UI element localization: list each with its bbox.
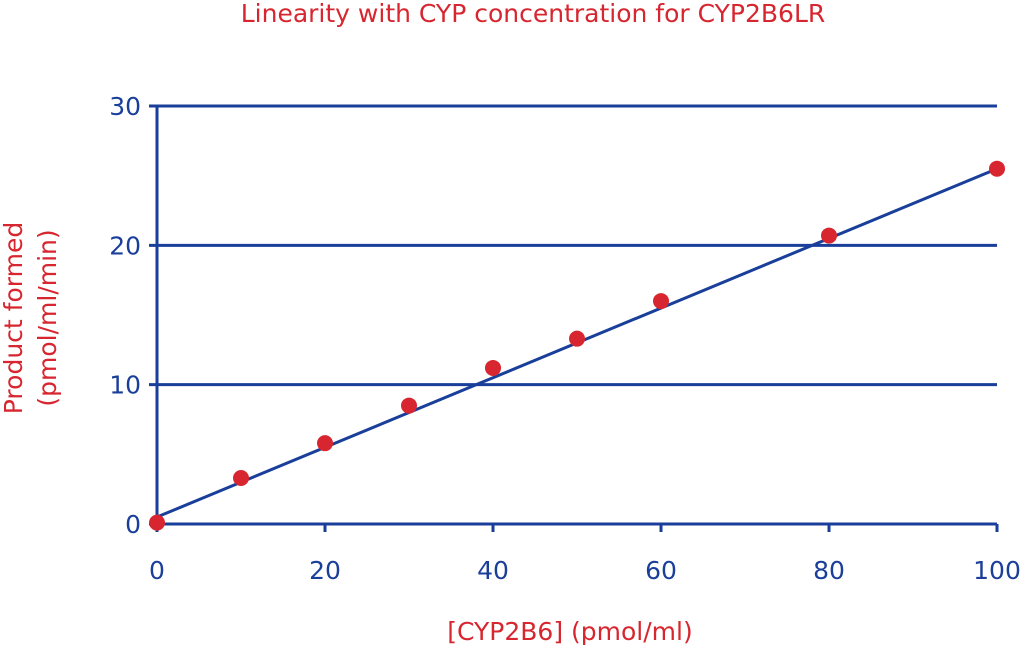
data-point [485, 359, 501, 376]
y-tick-label: 30 [109, 92, 141, 121]
grid [149, 104, 997, 387]
x-tick-label: 0 [149, 556, 165, 585]
y-tick-label: 10 [109, 371, 141, 400]
data-points [149, 160, 1005, 531]
data-point [989, 160, 1005, 177]
x-tick-label: 40 [477, 556, 509, 585]
chart-title: Linearity with CYP concentration for CYP… [241, 0, 826, 28]
data-point [401, 397, 417, 414]
x-tick-label: 20 [309, 556, 341, 585]
y-axis-label-line1: Product formed [0, 222, 28, 414]
y-axis-label-line2: (pmol/ml/min) [33, 229, 62, 406]
x-tick-label: 80 [813, 556, 845, 585]
data-point [233, 470, 249, 487]
y-tick-label: 20 [109, 231, 141, 260]
x-tick-label: 100 [973, 556, 1021, 585]
x-tick-labels: 0 20 40 60 80 100 [149, 556, 1021, 585]
y-tick-labels: 0 10 20 30 [109, 92, 141, 539]
data-point [653, 293, 669, 310]
x-tick-label: 60 [645, 556, 677, 585]
x-axis-label: [CYP2B6] (pmol/ml) [447, 617, 692, 646]
data-point [821, 227, 837, 244]
data-point [149, 514, 165, 531]
data-point [317, 435, 333, 452]
y-tick-label: 0 [125, 510, 141, 539]
data-point [569, 330, 585, 347]
